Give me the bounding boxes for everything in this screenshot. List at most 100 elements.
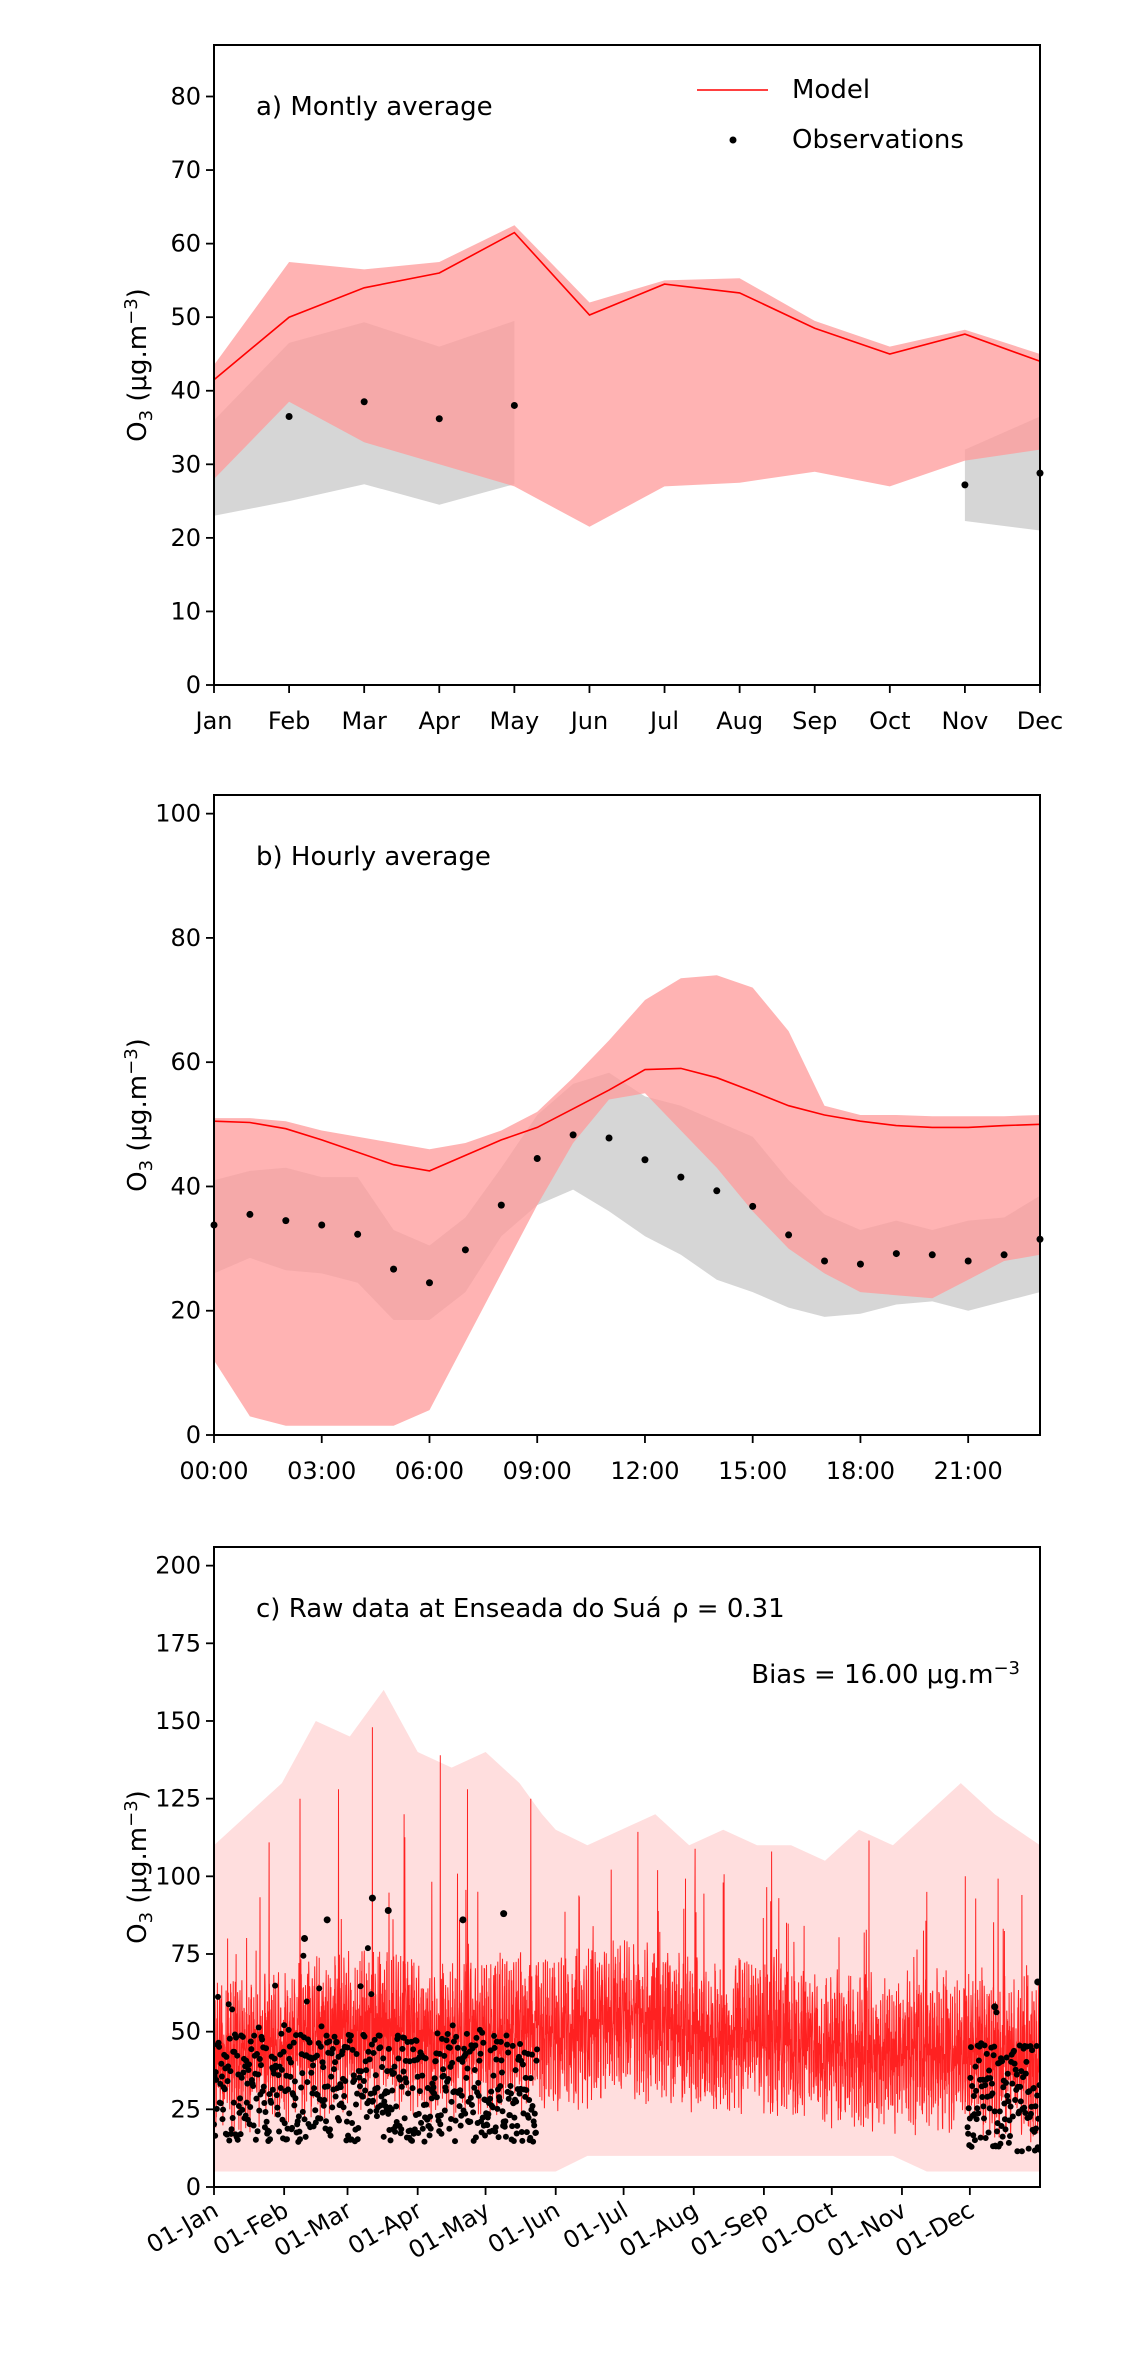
panel-c-obs-point: [234, 2136, 241, 2143]
panel-c-obs-point: [485, 2111, 492, 2118]
panel-a-xtick-label: Jun: [569, 707, 609, 735]
panel-c-obs-point: [437, 2112, 444, 2119]
panel-c-obs-point: [274, 2104, 281, 2111]
panel-a-xtick-label: Dec: [1017, 707, 1063, 735]
panel-c-obs-point: [266, 2091, 273, 2098]
panel-c-obs-point: [506, 2112, 513, 2119]
panel-c-obs-point: [265, 2128, 272, 2135]
panel-c-obs-point: [975, 2110, 982, 2117]
panel-c-obs-point: [1017, 2083, 1024, 2090]
panel-b-obs-point: [569, 1131, 577, 1139]
panel-c-obs-point: [430, 2084, 437, 2091]
panel-c-obs-point: [491, 2044, 498, 2051]
panel-c-obs-point: [406, 2058, 413, 2065]
panel-c-obs-point: [225, 2001, 232, 2008]
panel-c-obs-point: [332, 2093, 339, 2100]
panel-c-obs-point: [269, 2086, 276, 2093]
panel-c-obs-point: [255, 2024, 262, 2031]
panel-b-frame: [213, 794, 1041, 1436]
panel-c-obs-point: [321, 2096, 328, 2103]
panel-c-obs-point: [390, 2070, 397, 2077]
panel-c-obs-point: [436, 2050, 443, 2057]
panel-a-ytick-label: 20: [170, 524, 201, 552]
panel-c-obs-point: [263, 2118, 270, 2125]
panel-c-obs-point: [326, 2038, 333, 2045]
panel-c-obs-point: [273, 2092, 280, 2099]
panel-b-obs-point: [964, 1257, 972, 1265]
panel-b-obs-point: [856, 1260, 864, 1268]
panel-c-obs-point: [968, 2143, 975, 2150]
panel-c-obs-point: [437, 2121, 444, 2128]
panel-c-obs-point: [257, 2062, 264, 2069]
panel-c-obs-point: [516, 2090, 523, 2097]
panel-c-obs-point: [490, 2072, 497, 2079]
panel-c-ytick-label: 125: [155, 1785, 201, 1813]
panel-c-obs-point: [353, 2101, 360, 2108]
panel-c-obs-point: [509, 2123, 516, 2130]
panel-c-obs-point: [973, 2116, 980, 2123]
panel-c-obs-point: [414, 2073, 421, 2080]
panel-c-obs-point: [479, 2029, 486, 2036]
panel-c-obs-point: [505, 2049, 512, 2056]
panel-a: 0 10 20 30 40 50 60 70 80 O3 (μg.m−3) Jan Feb Mar Apr…: [121, 44, 1063, 735]
panel-b-obs-point: [282, 1217, 290, 1225]
panel-c-obs-point: [225, 2063, 232, 2070]
panel-c-obs-point: [332, 2059, 339, 2066]
panel-c-obs-point: [1035, 2146, 1040, 2153]
panel-c-obs-peak: [459, 1916, 467, 1924]
panel-c-obs-point: [298, 2084, 305, 2091]
panel-b-obs-point: [390, 1265, 398, 1273]
panel-c-obs-point: [427, 2125, 434, 2132]
panel-a-obs-point: [961, 481, 969, 489]
panel-c-obs-point: [240, 2069, 247, 2076]
panel-c-obs-point: [362, 2087, 369, 2094]
panel-c-obs-point: [277, 2084, 284, 2091]
panel-c-obs-point: [994, 2128, 1001, 2135]
panel-c-obs-point: [323, 2032, 330, 2039]
panel-c-obs-point: [1004, 2092, 1011, 2099]
legend-obs-swatch: [729, 136, 737, 144]
panel-c-obs-point: [480, 2039, 487, 2046]
panel-a-ytick-label: 60: [170, 230, 201, 258]
panel-c-ytick-label: 175: [155, 1629, 201, 1657]
panel-c-obs-point: [263, 2045, 270, 2052]
panel-c-obs-point: [504, 2041, 511, 2048]
panel-c-obs-point: [433, 2094, 440, 2101]
panel-c-obs-point: [346, 2037, 353, 2044]
panel-c-obs-point: [349, 2119, 356, 2126]
panel-c-obs-point: [245, 2067, 252, 2074]
panel-c-obs-point: [270, 2070, 277, 2077]
panel-c-obs-point: [380, 2133, 387, 2140]
panel-c-obs-point: [463, 2074, 470, 2081]
panel-c-obs-point: [216, 2043, 223, 2050]
panel-c-obs-point: [387, 2137, 394, 2144]
panel-b-xtick-label: 12:00: [610, 1457, 679, 1485]
panel-c-obs-point: [333, 2038, 340, 2045]
panel-a-annotation: a) Montly average: [256, 92, 493, 122]
panel-c-obs-point: [493, 2056, 500, 2063]
panel-c-obs-point: [987, 2075, 994, 2082]
panel-c-obs-point: [347, 2032, 354, 2039]
panel-c-obs-point: [1010, 2047, 1017, 2054]
panel-c-obs-point: [355, 2125, 362, 2132]
panel-c-obs-point: [481, 2132, 488, 2139]
panel-c-obs-point: [323, 2118, 330, 2125]
panel-c-obs-point: [1007, 2103, 1014, 2110]
panel-a-ytick-label: 0: [186, 671, 201, 699]
panel-c-obs-point: [214, 2132, 219, 2139]
panel-c-obs-point: [965, 2105, 972, 2112]
panel-c-ylabel: O3 (μg.m−3): [121, 1790, 157, 1944]
legend-obs-label: Observations: [792, 125, 964, 155]
panel-c-obs-point: [1029, 2047, 1036, 2054]
panel-c-obs-point: [343, 2118, 350, 2125]
panel-c-obs-point: [454, 2044, 461, 2051]
panel-c-obs-point: [1021, 2104, 1028, 2111]
panel-c-obs-point: [239, 2033, 246, 2040]
panel-c-obs-point: [487, 2095, 494, 2102]
panel-a-ytick-label: 80: [170, 82, 201, 110]
panel-a-xtick-label: Jan: [194, 707, 233, 735]
panel-c-obs-point: [467, 2118, 474, 2125]
panel-c-xtick-label: 01-Oct: [756, 2196, 840, 2261]
panel-b-obs-point: [677, 1173, 685, 1181]
panel-a-xtick-label: May: [490, 707, 540, 735]
